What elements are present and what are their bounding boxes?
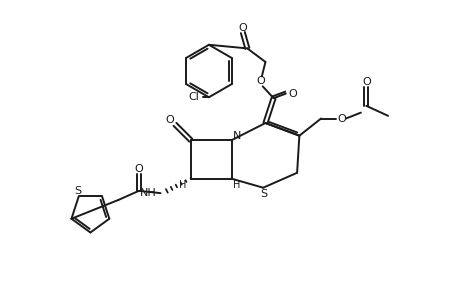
Text: O: O	[165, 115, 174, 125]
Text: S: S	[74, 186, 81, 196]
Text: NH: NH	[140, 188, 157, 198]
Text: H: H	[179, 181, 187, 191]
Text: O: O	[288, 88, 297, 98]
Text: O: O	[257, 76, 265, 86]
Text: O: O	[337, 113, 346, 123]
Text: H: H	[233, 181, 241, 191]
Text: O: O	[134, 164, 143, 174]
Text: O: O	[362, 77, 370, 87]
Text: S: S	[261, 188, 268, 198]
Text: Cl: Cl	[188, 92, 199, 102]
Text: N: N	[233, 131, 241, 141]
Text: O: O	[238, 23, 247, 33]
